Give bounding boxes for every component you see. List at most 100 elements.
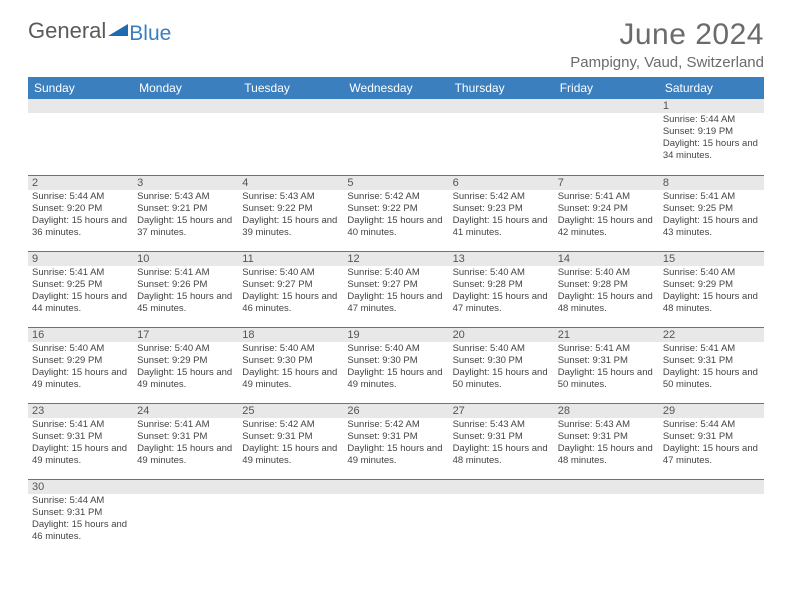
day-number: 19: [343, 328, 448, 342]
day-number: 23: [28, 404, 133, 418]
day-info: Sunrise: 5:40 AMSunset: 9:29 PMDaylight:…: [32, 343, 129, 392]
day-number: 12: [343, 252, 448, 266]
calendar-cell: 11Sunrise: 5:40 AMSunset: 9:27 PMDayligh…: [238, 251, 343, 327]
calendar-cell: 5Sunrise: 5:42 AMSunset: 9:22 PMDaylight…: [343, 175, 448, 251]
calendar-cell: 19Sunrise: 5:40 AMSunset: 9:30 PMDayligh…: [343, 327, 448, 403]
day-number: 11: [238, 252, 343, 266]
weekday-header: Saturday: [659, 77, 764, 99]
calendar-cell: 12Sunrise: 5:40 AMSunset: 9:27 PMDayligh…: [343, 251, 448, 327]
day-info: Sunrise: 5:40 AMSunset: 9:27 PMDaylight:…: [242, 267, 339, 316]
day-number: 29: [659, 404, 764, 418]
day-info: Sunrise: 5:43 AMSunset: 9:21 PMDaylight:…: [137, 191, 234, 240]
calendar-cell-empty: [554, 479, 659, 555]
calendar-table: Sunday Monday Tuesday Wednesday Thursday…: [28, 77, 764, 555]
day-number: 22: [659, 328, 764, 342]
day-info: Sunrise: 5:44 AMSunset: 9:19 PMDaylight:…: [663, 114, 760, 163]
calendar-cell: 23Sunrise: 5:41 AMSunset: 9:31 PMDayligh…: [28, 403, 133, 479]
calendar-cell: 21Sunrise: 5:41 AMSunset: 9:31 PMDayligh…: [554, 327, 659, 403]
day-number: 3: [133, 176, 238, 190]
day-number: 6: [449, 176, 554, 190]
day-info: Sunrise: 5:40 AMSunset: 9:29 PMDaylight:…: [663, 267, 760, 316]
day-info: Sunrise: 5:44 AMSunset: 9:31 PMDaylight:…: [663, 419, 760, 468]
day-info: Sunrise: 5:40 AMSunset: 9:28 PMDaylight:…: [558, 267, 655, 316]
day-number: 8: [659, 176, 764, 190]
calendar-cell-empty: [449, 99, 554, 175]
weekday-header: Monday: [133, 77, 238, 99]
day-number: 5: [343, 176, 448, 190]
calendar-cell: 1Sunrise: 5:44 AMSunset: 9:19 PMDaylight…: [659, 99, 764, 175]
day-number: 14: [554, 252, 659, 266]
day-number: 28: [554, 404, 659, 418]
calendar-cell-empty: [133, 479, 238, 555]
day-info: Sunrise: 5:44 AMSunset: 9:20 PMDaylight:…: [32, 191, 129, 240]
day-number: 26: [343, 404, 448, 418]
calendar-cell: 9Sunrise: 5:41 AMSunset: 9:25 PMDaylight…: [28, 251, 133, 327]
day-info: Sunrise: 5:40 AMSunset: 9:30 PMDaylight:…: [347, 343, 444, 392]
day-info: Sunrise: 5:41 AMSunset: 9:31 PMDaylight:…: [137, 419, 234, 468]
weekday-header-row: Sunday Monday Tuesday Wednesday Thursday…: [28, 77, 764, 99]
calendar-cell-empty: [554, 99, 659, 175]
calendar-cell: 28Sunrise: 5:43 AMSunset: 9:31 PMDayligh…: [554, 403, 659, 479]
calendar-cell: 7Sunrise: 5:41 AMSunset: 9:24 PMDaylight…: [554, 175, 659, 251]
day-info: Sunrise: 5:42 AMSunset: 9:22 PMDaylight:…: [347, 191, 444, 240]
day-info: Sunrise: 5:41 AMSunset: 9:31 PMDaylight:…: [558, 343, 655, 392]
day-number: 25: [238, 404, 343, 418]
calendar-row: 9Sunrise: 5:41 AMSunset: 9:25 PMDaylight…: [28, 251, 764, 327]
day-info: Sunrise: 5:41 AMSunset: 9:25 PMDaylight:…: [663, 191, 760, 240]
day-info: Sunrise: 5:41 AMSunset: 9:26 PMDaylight:…: [137, 267, 234, 316]
day-number: 10: [133, 252, 238, 266]
calendar-cell: 24Sunrise: 5:41 AMSunset: 9:31 PMDayligh…: [133, 403, 238, 479]
calendar-cell: 15Sunrise: 5:40 AMSunset: 9:29 PMDayligh…: [659, 251, 764, 327]
day-number: 1: [659, 99, 764, 113]
day-info: Sunrise: 5:44 AMSunset: 9:31 PMDaylight:…: [32, 495, 129, 544]
day-info: Sunrise: 5:41 AMSunset: 9:31 PMDaylight:…: [32, 419, 129, 468]
calendar-cell: 25Sunrise: 5:42 AMSunset: 9:31 PMDayligh…: [238, 403, 343, 479]
calendar-cell: 30Sunrise: 5:44 AMSunset: 9:31 PMDayligh…: [28, 479, 133, 555]
location-subtitle: Pampigny, Vaud, Switzerland: [570, 54, 764, 71]
day-number: 15: [659, 252, 764, 266]
calendar-cell-empty: [133, 99, 238, 175]
calendar-cell: 8Sunrise: 5:41 AMSunset: 9:25 PMDaylight…: [659, 175, 764, 251]
day-number: 24: [133, 404, 238, 418]
day-info: Sunrise: 5:43 AMSunset: 9:22 PMDaylight:…: [242, 191, 339, 240]
day-info: Sunrise: 5:41 AMSunset: 9:25 PMDaylight:…: [32, 267, 129, 316]
weekday-header: Wednesday: [343, 77, 448, 99]
day-info: Sunrise: 5:42 AMSunset: 9:23 PMDaylight:…: [453, 191, 550, 240]
calendar-cell: 14Sunrise: 5:40 AMSunset: 9:28 PMDayligh…: [554, 251, 659, 327]
day-info: Sunrise: 5:41 AMSunset: 9:24 PMDaylight:…: [558, 191, 655, 240]
logo-text-blue: Blue: [129, 22, 171, 46]
logo-text-general: General: [28, 18, 106, 44]
day-number: 17: [133, 328, 238, 342]
calendar-cell-empty: [28, 99, 133, 175]
weekday-header: Friday: [554, 77, 659, 99]
calendar-row: 16Sunrise: 5:40 AMSunset: 9:29 PMDayligh…: [28, 327, 764, 403]
calendar-cell: 26Sunrise: 5:42 AMSunset: 9:31 PMDayligh…: [343, 403, 448, 479]
header: General Blue June 2024 Pampigny, Vaud, S…: [28, 18, 764, 71]
day-info: Sunrise: 5:43 AMSunset: 9:31 PMDaylight:…: [558, 419, 655, 468]
calendar-cell: 2Sunrise: 5:44 AMSunset: 9:20 PMDaylight…: [28, 175, 133, 251]
day-info: Sunrise: 5:42 AMSunset: 9:31 PMDaylight:…: [242, 419, 339, 468]
calendar-row: 30Sunrise: 5:44 AMSunset: 9:31 PMDayligh…: [28, 479, 764, 555]
day-number: 18: [238, 328, 343, 342]
day-number: 16: [28, 328, 133, 342]
calendar-cell-empty: [238, 479, 343, 555]
calendar-cell: 4Sunrise: 5:43 AMSunset: 9:22 PMDaylight…: [238, 175, 343, 251]
day-number: 13: [449, 252, 554, 266]
weekday-header: Thursday: [449, 77, 554, 99]
calendar-cell-empty: [238, 99, 343, 175]
day-number: 2: [28, 176, 133, 190]
day-info: Sunrise: 5:43 AMSunset: 9:31 PMDaylight:…: [453, 419, 550, 468]
calendar-cell: 27Sunrise: 5:43 AMSunset: 9:31 PMDayligh…: [449, 403, 554, 479]
calendar-row: 1Sunrise: 5:44 AMSunset: 9:19 PMDaylight…: [28, 99, 764, 175]
calendar-cell-empty: [659, 479, 764, 555]
day-info: Sunrise: 5:40 AMSunset: 9:29 PMDaylight:…: [137, 343, 234, 392]
calendar-row: 2Sunrise: 5:44 AMSunset: 9:20 PMDaylight…: [28, 175, 764, 251]
calendar-cell: 18Sunrise: 5:40 AMSunset: 9:30 PMDayligh…: [238, 327, 343, 403]
day-number: 27: [449, 404, 554, 418]
calendar-cell: 22Sunrise: 5:41 AMSunset: 9:31 PMDayligh…: [659, 327, 764, 403]
day-info: Sunrise: 5:40 AMSunset: 9:30 PMDaylight:…: [453, 343, 550, 392]
logo-triangle-icon: [108, 16, 128, 42]
calendar-cell: 3Sunrise: 5:43 AMSunset: 9:21 PMDaylight…: [133, 175, 238, 251]
day-info: Sunrise: 5:41 AMSunset: 9:31 PMDaylight:…: [663, 343, 760, 392]
calendar-cell-empty: [343, 99, 448, 175]
